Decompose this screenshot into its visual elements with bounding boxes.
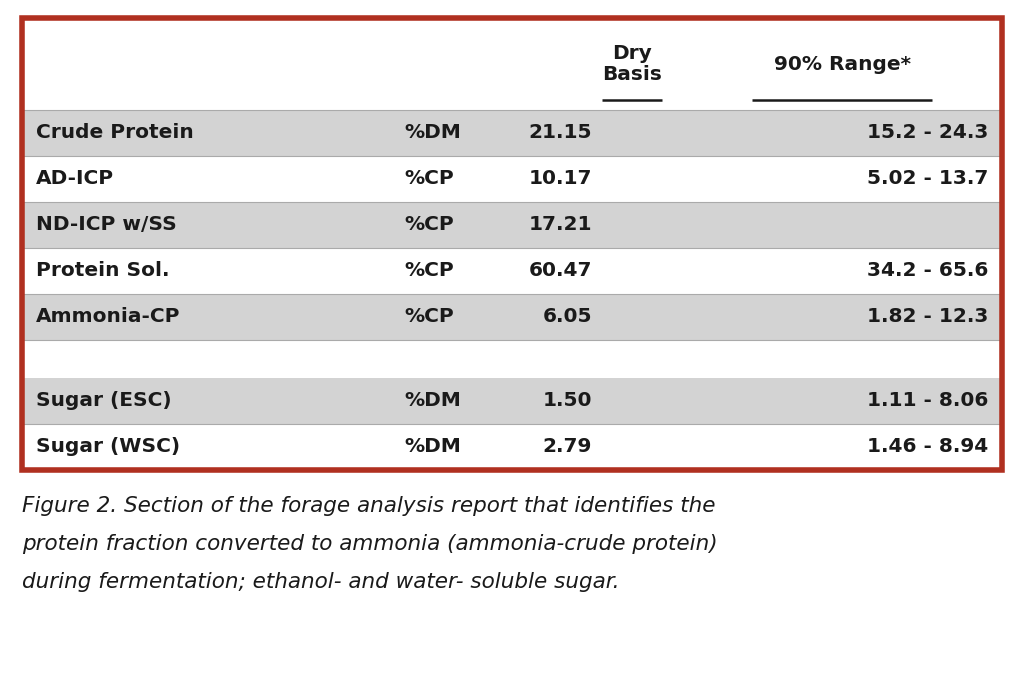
Text: %DM: %DM xyxy=(404,391,461,410)
Text: Crude Protein: Crude Protein xyxy=(36,124,194,142)
Bar xyxy=(22,202,1002,248)
Bar xyxy=(22,378,1002,424)
Text: 34.2 - 65.6: 34.2 - 65.6 xyxy=(866,261,988,280)
Bar xyxy=(22,18,1002,470)
Text: 1.82 - 12.3: 1.82 - 12.3 xyxy=(866,308,988,326)
Text: 6.05: 6.05 xyxy=(543,308,592,326)
Text: 15.2 - 24.3: 15.2 - 24.3 xyxy=(866,124,988,142)
Text: ND-ICP w/SS: ND-ICP w/SS xyxy=(36,215,177,235)
Text: 1.11 - 8.06: 1.11 - 8.06 xyxy=(866,391,988,410)
Text: %CP: %CP xyxy=(404,261,454,280)
Bar xyxy=(22,294,1002,340)
Text: Sugar (WSC): Sugar (WSC) xyxy=(36,438,180,456)
Text: 90% Range*: 90% Range* xyxy=(773,55,910,73)
Text: Ammonia-CP: Ammonia-CP xyxy=(36,308,180,326)
Text: AD-ICP: AD-ICP xyxy=(36,170,114,189)
Bar xyxy=(22,110,1002,156)
Text: 21.15: 21.15 xyxy=(528,124,592,142)
Text: Dry
Basis: Dry Basis xyxy=(602,44,662,84)
Text: %DM: %DM xyxy=(404,438,461,456)
Text: 1.50: 1.50 xyxy=(543,391,592,410)
Text: 17.21: 17.21 xyxy=(528,215,592,235)
Text: 1.46 - 8.94: 1.46 - 8.94 xyxy=(866,438,988,456)
Text: %CP: %CP xyxy=(404,215,454,235)
Text: 5.02 - 13.7: 5.02 - 13.7 xyxy=(866,170,988,189)
Text: 2.79: 2.79 xyxy=(543,438,592,456)
Text: %CP: %CP xyxy=(404,170,454,189)
Text: Figure 2. Section of the forage analysis report that identifies the: Figure 2. Section of the forage analysis… xyxy=(22,496,716,516)
Text: %CP: %CP xyxy=(404,308,454,326)
Text: Sugar (ESC): Sugar (ESC) xyxy=(36,391,172,410)
Text: 10.17: 10.17 xyxy=(528,170,592,189)
Bar xyxy=(22,18,1002,110)
Text: Protein Sol.: Protein Sol. xyxy=(36,261,170,280)
Text: %DM: %DM xyxy=(404,124,461,142)
Text: during fermentation; ethanol- and water- soluble sugar.: during fermentation; ethanol- and water-… xyxy=(22,572,620,592)
Text: protein fraction converted to ammonia (ammonia-crude protein): protein fraction converted to ammonia (a… xyxy=(22,534,718,554)
Text: 60.47: 60.47 xyxy=(528,261,592,280)
